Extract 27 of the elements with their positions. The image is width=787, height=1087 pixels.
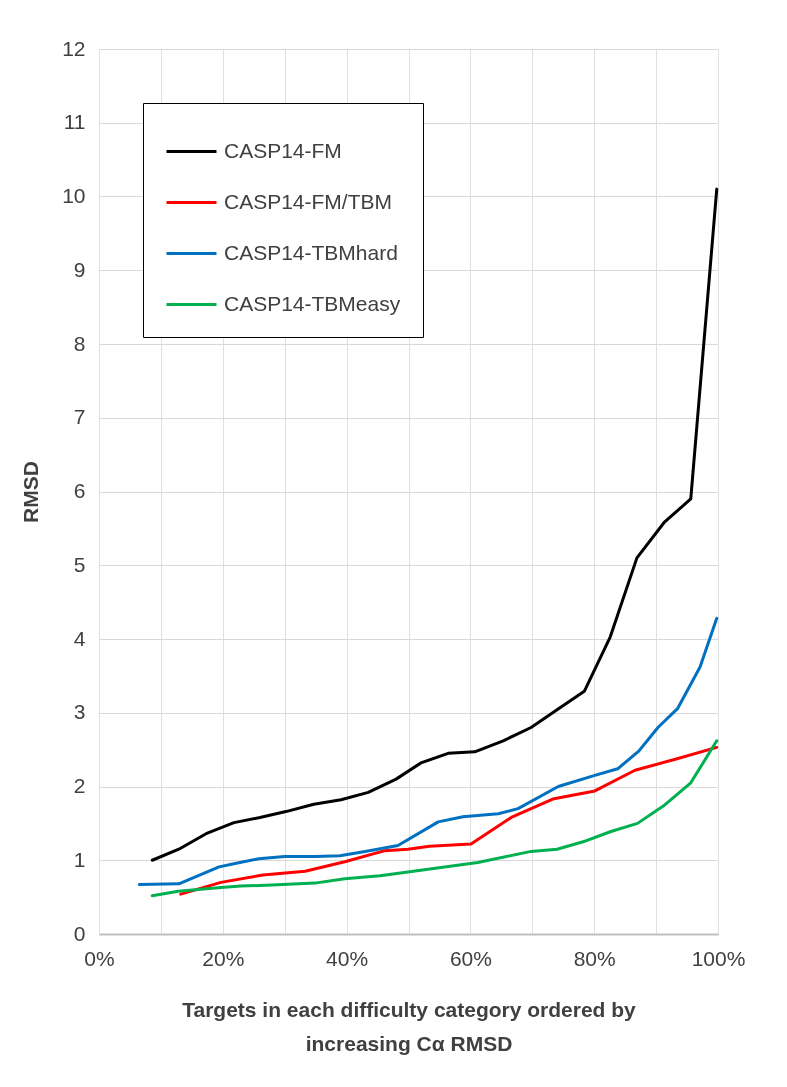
y-tick-label: 12 xyxy=(62,36,86,60)
y-tick-label: 2 xyxy=(73,774,86,797)
legend-label: CASP14-FM xyxy=(224,138,342,162)
x-tick-label: 60% xyxy=(449,946,492,970)
y-tick-label: 0 xyxy=(73,921,86,945)
line-series xyxy=(150,187,719,862)
x-axis-title: Targets in each difficulty category ordered by increasing Cα RMSD xyxy=(182,997,637,1055)
legend-label: CASP14-TBMhard xyxy=(224,240,398,264)
y-tick-label: 3 xyxy=(73,700,86,724)
x-tick-label: 20% xyxy=(202,946,245,970)
y-tick-label: 8 xyxy=(73,331,86,355)
y-tick-label: 1 xyxy=(73,847,86,871)
y-tick-label: 5 xyxy=(73,552,86,576)
y-tick-label: 7 xyxy=(73,405,86,429)
y-tick-label: 9 xyxy=(73,257,86,281)
y-axis-title: RMSD xyxy=(19,461,43,523)
y-tick-label: 4 xyxy=(73,626,86,650)
y-tick-label: 11 xyxy=(63,110,86,134)
line-series xyxy=(137,616,719,887)
x-tick-label: 80% xyxy=(573,946,616,970)
legend-label: CASP14-TBMeasy xyxy=(224,291,401,315)
y-tick-label: 10 xyxy=(62,184,86,207)
legend-label: CASP14-FM/TBM xyxy=(224,189,393,213)
y-tick-label: 6 xyxy=(73,479,86,502)
x-tick-label: 100% xyxy=(691,946,746,970)
x-tick-label: 0% xyxy=(84,946,115,970)
x-tick-label: 40% xyxy=(326,946,369,970)
